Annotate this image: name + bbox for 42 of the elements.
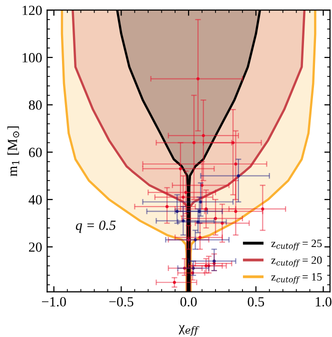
x-tick-label: −1.0 — [42, 297, 66, 307]
point — [198, 210, 201, 213]
annotation: q = 0.5 — [76, 220, 116, 233]
point — [182, 266, 186, 270]
point — [236, 174, 240, 178]
point — [204, 207, 208, 211]
point — [199, 200, 202, 204]
legend-label: z$_{cutoff}$ = 15 — [271, 273, 322, 284]
point — [220, 222, 224, 225]
point — [178, 167, 182, 170]
point — [207, 264, 210, 268]
y-axis-title: m$_{1}$ [M$_{⊙}$] — [7, 126, 20, 176]
legend-label: z$_{cutoff}$ = 25 — [271, 240, 322, 250]
x-tick-label: 0.0 — [180, 297, 197, 307]
point — [261, 207, 264, 211]
point — [196, 77, 200, 80]
y-tick-label: 40 — [28, 195, 42, 204]
y-tick-label: 120 — [22, 6, 42, 16]
point — [192, 141, 196, 144]
point — [182, 219, 185, 222]
point — [184, 190, 188, 194]
x-tick-label: 1.0 — [316, 297, 332, 307]
y-tick-label: 20 — [29, 242, 42, 252]
x-tick-label: 0.5 — [248, 297, 264, 307]
point — [172, 280, 176, 284]
point — [165, 205, 169, 208]
point — [202, 134, 205, 138]
point — [200, 184, 204, 187]
y-tick-label: 80 — [28, 100, 42, 110]
point — [194, 238, 197, 242]
point — [198, 236, 202, 239]
point — [214, 216, 218, 220]
point — [234, 162, 238, 166]
x-axis-title: χ$_{eff}$ — [178, 325, 200, 336]
point — [187, 238, 190, 242]
legend-label: z$_{cutoff}$ = 20 — [271, 256, 322, 268]
point — [234, 210, 238, 213]
y-tick-label: 100 — [22, 53, 42, 62]
y-tick-label: 60 — [28, 148, 42, 158]
point — [182, 196, 185, 199]
point — [204, 264, 208, 268]
x-tick-label: −0.5 — [109, 297, 134, 307]
